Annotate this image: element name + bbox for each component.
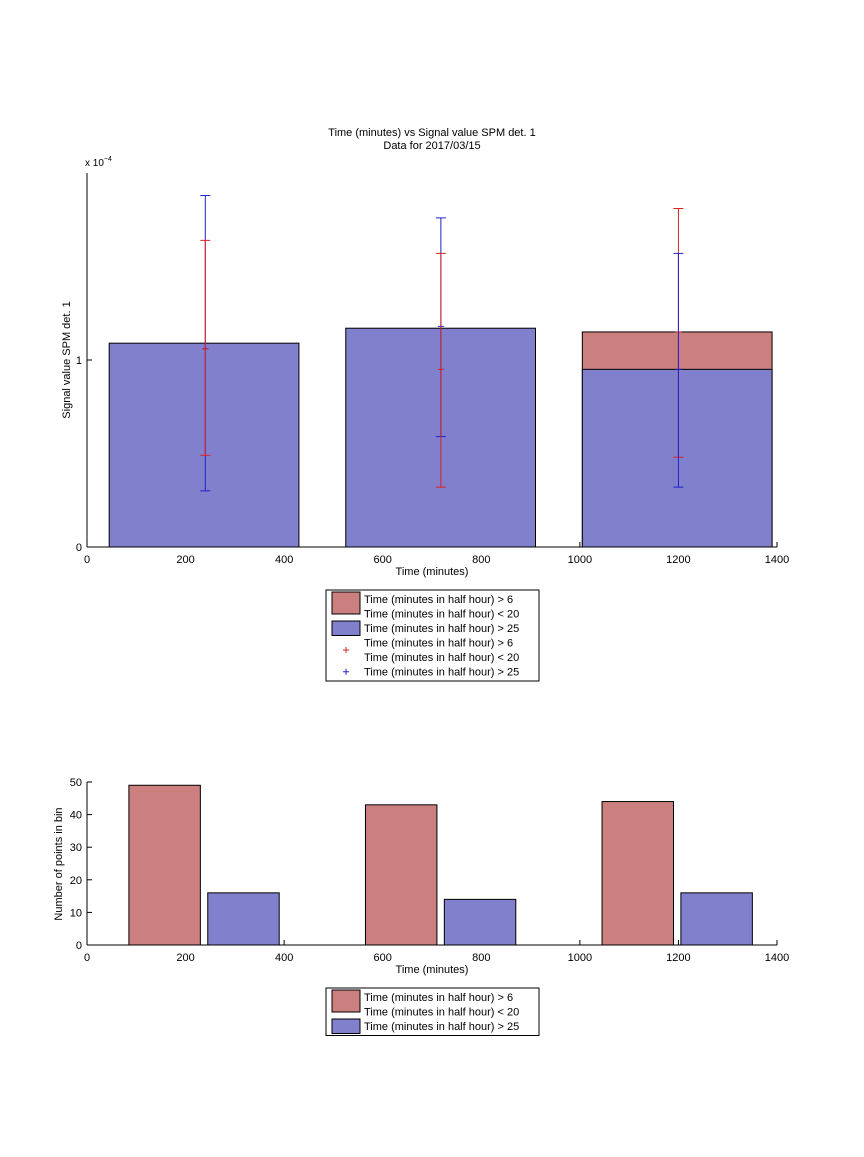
- chart2-bar-red: [601, 801, 674, 946]
- chart1-x-tick-label: 800: [472, 554, 490, 566]
- chart2-legend-swatch: [331, 1018, 361, 1034]
- chart2-x-tick-label: 800: [472, 952, 490, 964]
- chart1-x-tick-label: 1200: [666, 554, 690, 566]
- chart2-x-tick-label: 200: [176, 952, 194, 964]
- chart1-x-tick-label: 600: [374, 554, 392, 566]
- chart1-legend-box: [325, 589, 540, 682]
- chart1-errorbar-red: [200, 239, 211, 456]
- chart2-y-axis-label: Number of points in bin: [53, 807, 65, 920]
- chart1-errorbar-red: [435, 252, 446, 488]
- chart2-x-tick-label: 0: [84, 952, 90, 964]
- chart1-title: Time (minutes) vs Signal value SPM det. …: [328, 127, 535, 139]
- chart2-y-tick-label: 0: [76, 940, 82, 952]
- chart2-x-axis-label: Time (minutes): [396, 964, 469, 976]
- chart1-legend-plus-marker: [343, 647, 349, 653]
- chart2-y-tick-label: 10: [70, 907, 82, 919]
- chart1-legend-swatch: [331, 591, 361, 615]
- chart1-x-tick-label: 0: [84, 554, 90, 566]
- chart1-x-tick-label: 400: [275, 554, 293, 566]
- chart2-y-tick-label: 30: [70, 842, 82, 854]
- chart2-y-tick-label: 20: [70, 875, 82, 887]
- chart1-y-tick-label: 0: [76, 542, 82, 554]
- chart2-legend-label: Time (minutes in half hour) > 25: [364, 1021, 519, 1033]
- chart1-x-tick-label: 1000: [568, 554, 592, 566]
- chart1-legend-label: Time (minutes in half hour) > 6: [364, 594, 513, 606]
- chart2-bar-red: [128, 784, 201, 946]
- chart1-legend-label: Time (minutes in half hour) < 20: [364, 652, 519, 664]
- chart1-y-tick-label: 1: [76, 355, 82, 367]
- chart2-bar-red: [364, 804, 438, 946]
- chart2-legend-label: Time (minutes in half hour) < 20: [364, 1007, 519, 1019]
- chart1-legend-label: Time (minutes in half hour) < 20: [364, 609, 519, 621]
- chart1-x-tick-label: 1400: [765, 554, 789, 566]
- chart2-x-tick-label: 600: [374, 952, 392, 964]
- chart2-bar-blue: [680, 892, 753, 946]
- chart2-y-tick-label: 50: [70, 777, 82, 789]
- chart1-legend-label: Time (minutes in half hour) > 25: [364, 667, 519, 679]
- chart1-legend-label: Time (minutes in half hour) > 6: [364, 638, 513, 650]
- chart2-legend-label: Time (minutes in half hour) > 6: [364, 992, 513, 1004]
- chart1-y-axis-label: Signal value SPM det. 1: [61, 301, 73, 418]
- chart2-legend-box: [325, 987, 540, 1036]
- chart2-x-tick-label: 1200: [666, 952, 690, 964]
- chart2-x-tick-label: 400: [275, 952, 293, 964]
- chart1-errorbar-blue: [673, 252, 684, 488]
- chart2-bar-blue: [207, 892, 280, 946]
- chart1-bar-blue: [581, 368, 773, 548]
- chart1-subtitle: Data for 2017/03/15: [383, 140, 480, 152]
- chart2-bar-blue: [443, 898, 517, 946]
- chart2-x-tick-label: 1000: [568, 952, 592, 964]
- chart1-x-tick-label: 200: [176, 554, 194, 566]
- chart2-x-tick-label: 1400: [765, 952, 789, 964]
- chart1-x-axis-label: Time (minutes): [396, 566, 469, 578]
- chart1-legend-label: Time (minutes in half hour) > 25: [364, 623, 519, 635]
- chart1-exponent-label: x 10−4: [85, 156, 112, 169]
- chart1-bar-blue: [108, 342, 300, 548]
- chart2-legend-swatch: [331, 989, 361, 1013]
- chart1-legend-plus-marker: [343, 668, 349, 675]
- chart2-y-tick-label: 40: [70, 810, 82, 822]
- chart1-legend-swatch: [331, 620, 361, 636]
